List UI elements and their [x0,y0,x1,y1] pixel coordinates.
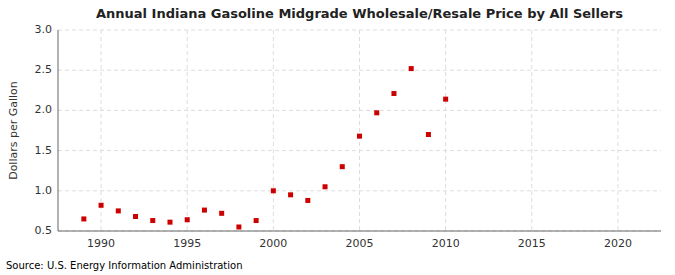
point [426,132,431,137]
x-axis-line [58,231,661,232]
x-grid-line [617,30,618,231]
x-tick-label: 2000 [259,237,287,250]
point [340,164,345,169]
y-tick-label: 0.5 [35,224,53,237]
y-tick-label: 1.5 [35,144,53,157]
x-tick-label: 1990 [87,237,115,250]
point [99,203,104,208]
y-tick-label: 1.0 [35,184,53,197]
y-tick-label: 3.0 [35,23,53,36]
point [219,211,224,216]
point [150,218,155,223]
x-grid-line [359,30,360,231]
y-axis-line [58,30,59,231]
ticks: 0.5 1.0 1.5 2.0 2.5 3.0 1990 1995 2000 2005 2010 20… [35,23,632,250]
point [288,192,293,197]
x-grid-line [273,30,274,231]
point [185,217,190,222]
y-tick-label: 2.0 [35,103,53,116]
point [254,218,259,223]
title: Annual Indiana Gasoline Midgrade Wholesa… [96,6,623,21]
x-tick-label: 1995 [173,237,201,250]
point [271,188,276,193]
point [391,91,396,96]
point [116,208,121,213]
y-tick-label: 2.5 [35,63,53,76]
x-tick-label: 2020 [604,237,632,250]
y-grid-line [58,231,661,232]
point [133,214,138,219]
point [443,97,448,102]
point [236,224,241,229]
y-grid-line [58,70,661,71]
grid [58,30,661,231]
point [81,216,86,221]
point [374,110,379,115]
point [202,208,207,213]
point [409,66,414,71]
point [323,184,328,189]
point [305,198,310,203]
chart: 0.5 1.0 1.5 2.0 2.5 3.0 1990 1995 2000 2005 2010 20… [0,0,675,275]
chart-container: 0.5 1.0 1.5 2.0 2.5 3.0 1990 1995 2000 2005 2010 20… [0,0,675,275]
point [167,220,172,225]
x-tick-label: 2015 [518,237,546,250]
source-note: Source: U.S. Energy Information Administ… [6,260,243,271]
x-tick-label: 2010 [432,237,460,250]
x-grid-line [187,30,188,231]
x-tick-label: 2005 [346,237,374,250]
y-axis-label: Dollars per Gallon [7,81,20,180]
x-grid-line [531,30,532,231]
x-grid-line [101,30,102,231]
points [81,66,448,229]
point [357,134,362,139]
x-grid-line [445,30,446,231]
